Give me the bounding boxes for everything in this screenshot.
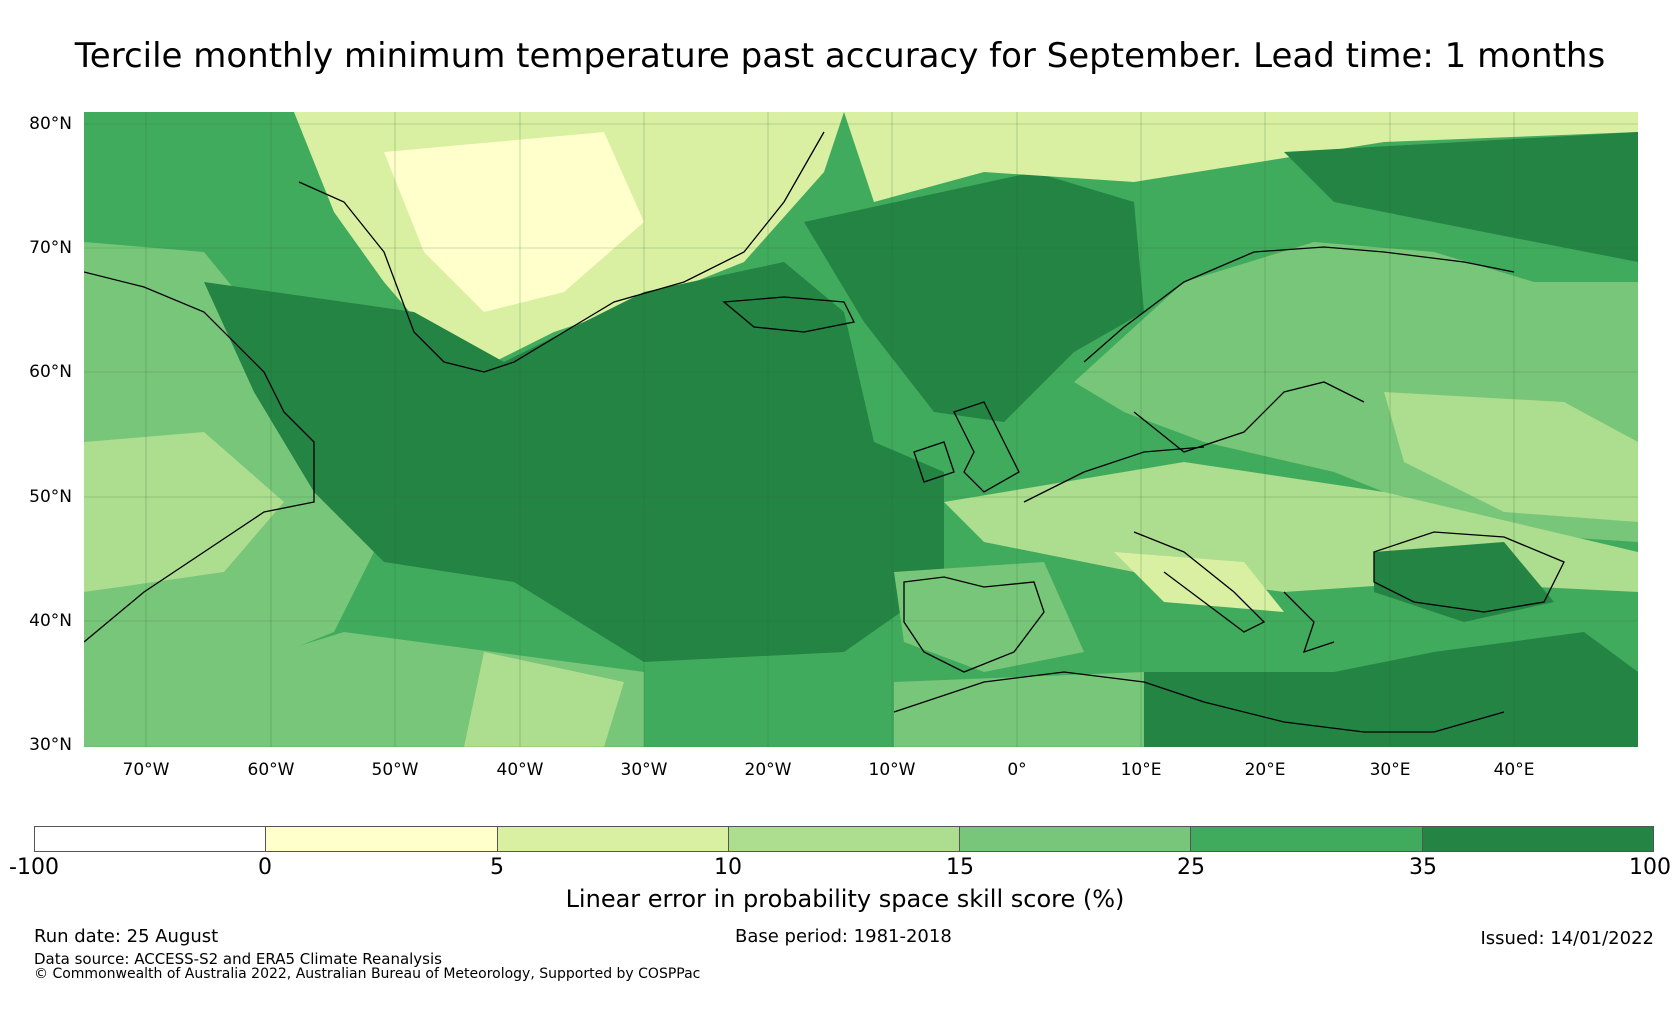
region-arctic-light xyxy=(844,112,1638,202)
colorbar-tick-100: 100 xyxy=(1629,855,1671,880)
colorbar-segment-0-5 xyxy=(266,827,498,851)
data-source: Data source: ACCESS-S2 and ERA5 Climate … xyxy=(34,950,442,968)
coast-britain xyxy=(953,401,1020,493)
lon-label-50w: 50°W xyxy=(371,760,419,780)
chart-title: Tercile monthly minimum temperature past… xyxy=(74,36,1606,76)
lat-label-50n: 50°N xyxy=(29,487,72,507)
colorbar-tick-10: 10 xyxy=(714,855,742,880)
colorbar-segment-10-15 xyxy=(728,827,961,851)
region-atlantic-south-light xyxy=(464,652,624,747)
colorbar-tick-35: 35 xyxy=(1409,855,1437,880)
run-date: Run date: 25 August xyxy=(34,926,219,947)
lon-label-20w: 20°W xyxy=(744,760,792,780)
lon-label-40w: 40°W xyxy=(496,760,544,780)
lat-label-40n: 40°N xyxy=(29,611,72,631)
lat-label-30n: 30°N xyxy=(29,735,72,755)
lon-label-40e: 40°E xyxy=(1493,760,1535,780)
coast-north-africa xyxy=(893,671,1505,733)
region-atlantic-dark xyxy=(204,262,944,662)
colorbar-segment-35-100 xyxy=(1422,827,1653,851)
coast-europe-west xyxy=(1023,446,1205,503)
colorbar-tick-neg100: -100 xyxy=(9,855,59,880)
colorbar-segment-25-35 xyxy=(1191,827,1423,851)
colorbar-tick-25: 25 xyxy=(1177,855,1205,880)
region-barents-dark xyxy=(1284,132,1638,262)
coast-black-sea xyxy=(1373,531,1565,613)
region-greenland-core xyxy=(384,132,644,312)
lat-label-60n: 60°N xyxy=(29,362,72,382)
graticule xyxy=(84,112,1638,747)
lat-label-70n: 70°N xyxy=(29,238,72,258)
colorbar-tick-5: 5 xyxy=(490,855,504,880)
region-black-sea-dark xyxy=(1374,542,1554,622)
region-alps-light xyxy=(1114,552,1284,612)
colorbar-tick-15: 15 xyxy=(946,855,974,880)
lon-label-70w: 70°W xyxy=(122,760,170,780)
region-russia-light xyxy=(1384,392,1638,522)
colorbar-segment-5-10 xyxy=(497,827,729,851)
coast-italy xyxy=(1133,531,1266,633)
coast-scandinavia xyxy=(1083,246,1515,363)
colorbar xyxy=(34,826,1654,852)
coast-baltic xyxy=(1133,381,1365,453)
coast-greece xyxy=(1283,591,1335,654)
region-norwegian-sea-dark xyxy=(804,172,1144,422)
colorbar-segment-neg100-0 xyxy=(35,827,267,851)
lat-label-80n: 80°N xyxy=(29,114,72,134)
region-labrador-light xyxy=(84,432,284,592)
coastlines xyxy=(84,131,1565,733)
colorbar-label: Linear error in probability space skill … xyxy=(565,885,1125,913)
lon-label-10e: 10°E xyxy=(1120,760,1162,780)
issued-date: Issued: 14/01/2022 xyxy=(1480,928,1654,949)
region-north-africa xyxy=(894,672,1144,747)
colorbar-tick-0: 0 xyxy=(258,855,272,880)
base-period: Base period: 1981-2018 xyxy=(735,926,952,947)
lon-label-10w: 10°W xyxy=(868,760,916,780)
lon-label-30e: 30°E xyxy=(1369,760,1411,780)
skill-score-map xyxy=(84,112,1638,747)
coast-iberia xyxy=(903,576,1045,673)
coast-ireland xyxy=(913,441,955,483)
coast-greenland xyxy=(298,131,825,373)
coast-labrador xyxy=(84,271,315,643)
lon-label-60w: 60°W xyxy=(247,760,295,780)
lon-label-0: 0° xyxy=(1007,760,1027,780)
copyright: © Commonwealth of Australia 2022, Austra… xyxy=(34,966,701,982)
lon-label-30w: 30°W xyxy=(620,760,668,780)
lon-label-20e: 20°E xyxy=(1244,760,1286,780)
coast-iceland xyxy=(722,296,855,333)
colorbar-segment-15-25 xyxy=(960,827,1192,851)
